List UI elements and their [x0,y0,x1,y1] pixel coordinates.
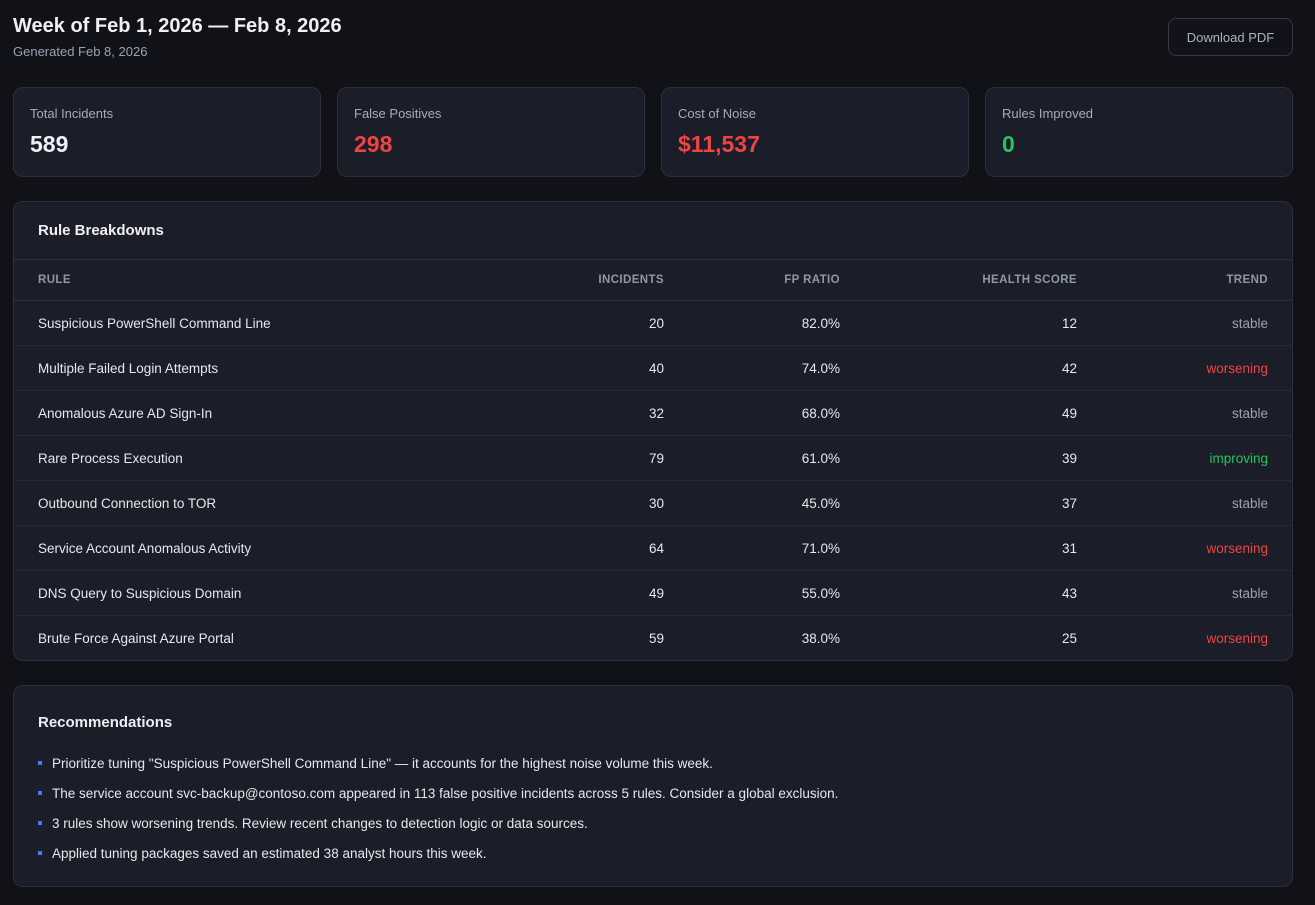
rule-name: Anomalous Azure AD Sign-In [38,405,213,421]
stat-label: Cost of Noise [678,106,757,121]
rule-name: DNS Query to Suspicious Domain [38,585,242,601]
recommendation-text: The service account svc-backup@contoso.c… [52,785,839,801]
fp-ratio: 45.0% [801,495,840,511]
rule-name: Multiple Failed Login Attempts [38,360,219,376]
health-score: 31 [1061,540,1077,556]
recommendations-list: Prioritize tuning "Suspicious PowerShell… [14,732,1292,868]
stat-label: Total Incidents [30,106,114,121]
incidents-count: 49 [648,585,664,601]
stat-value: 589 [30,131,69,157]
bullet-icon [38,821,42,825]
list-item: The service account svc-backup@contoso.c… [38,778,1268,808]
page-title: Week of Feb 1, 2026 — Feb 8, 2026 [13,15,342,37]
stat-value: $11,537 [678,131,760,157]
rule-name: Brute Force Against Azure Portal [38,630,234,646]
recommendation-text: 3 rules show worsening trends. Review re… [52,815,588,831]
column-header-incidents[interactable]: Incidents [598,274,664,286]
bullet-icon [38,851,42,855]
stat-value: 0 [1002,131,1015,157]
trend-status: worsening [1206,630,1268,646]
trend-status: stable [1231,495,1268,511]
trend-status: stable [1231,585,1268,601]
stat-card-total-incidents: Total Incidents 589 [13,87,321,177]
download-pdf-button[interactable]: Download PDF [1168,18,1293,56]
fp-ratio: 68.0% [801,405,840,421]
stat-card-rules-improved: Rules Improved 0 [985,87,1293,177]
health-score: 43 [1061,585,1077,601]
fp-ratio: 82.0% [801,315,840,331]
trend-status: stable [1231,315,1268,331]
stat-card-false-positives: False Positives 298 [337,87,645,177]
stat-value: 298 [354,131,393,157]
generated-date: Generated Feb 8, 2026 [13,44,148,59]
health-score: 12 [1061,315,1077,331]
section-title: Recommendations [38,714,173,731]
summary-stats: Total Incidents 589 False Positives 298 … [13,87,1293,177]
table-row[interactable]: Rare Process Execution 79 61.0% 39 impro… [14,436,1292,481]
list-item: Prioritize tuning "Suspicious PowerShell… [38,748,1268,778]
table-row[interactable]: Service Account Anomalous Activity 64 71… [14,526,1292,571]
rules-table: Rule Incidents FP Ratio Health Score Tre… [14,259,1292,661]
rule-name: Rare Process Execution [38,450,183,466]
incidents-count: 64 [648,540,664,556]
section-title: Rule Breakdowns [38,222,164,239]
fp-ratio: 61.0% [801,450,840,466]
table-row[interactable]: DNS Query to Suspicious Domain 49 55.0% … [14,571,1292,616]
fp-ratio: 74.0% [801,360,840,376]
incidents-count: 30 [648,495,664,511]
health-score: 42 [1061,360,1077,376]
recommendation-text: Prioritize tuning "Suspicious PowerShell… [52,755,713,771]
trend-status: worsening [1206,360,1268,376]
table-row[interactable]: Anomalous Azure AD Sign-In 32 68.0% 49 s… [14,391,1292,436]
incidents-count: 40 [648,360,664,376]
fp-ratio: 55.0% [801,585,840,601]
rule-name: Service Account Anomalous Activity [38,540,252,556]
column-header-fp-ratio[interactable]: FP Ratio [784,274,840,286]
recommendation-text: Applied tuning packages saved an estimat… [52,845,487,861]
incidents-count: 32 [648,405,664,421]
health-score: 39 [1061,450,1077,466]
table-row[interactable]: Suspicious PowerShell Command Line 20 82… [14,301,1292,346]
stat-label: Rules Improved [1002,106,1094,121]
bullet-icon [38,761,42,765]
fp-ratio: 71.0% [801,540,840,556]
list-item: 3 rules show worsening trends. Review re… [38,808,1268,838]
recommendations-panel: Recommendations Prioritize tuning "Suspi… [13,685,1293,887]
rule-breakdowns-panel: Rule Breakdowns Rule Incidents FP Ratio … [13,201,1293,661]
incidents-count: 59 [648,630,664,646]
table-row[interactable]: Multiple Failed Login Attempts 40 74.0% … [14,346,1292,391]
column-header-rule[interactable]: Rule [38,274,71,286]
trend-status: worsening [1206,540,1268,556]
incidents-count: 79 [648,450,664,466]
fp-ratio: 38.0% [801,630,840,646]
column-header-health-score[interactable]: Health Score [982,274,1077,286]
table-header-row: Rule Incidents FP Ratio Health Score Tre… [14,259,1292,301]
stat-card-cost-of-noise: Cost of Noise $11,537 [661,87,969,177]
trend-status: stable [1231,405,1268,421]
stat-label: False Positives [354,106,442,121]
health-score: 49 [1061,405,1077,421]
list-item: Applied tuning packages saved an estimat… [38,838,1268,868]
column-header-trend[interactable]: Trend [1226,274,1268,286]
bullet-icon [38,791,42,795]
table-row[interactable]: Brute Force Against Azure Portal 59 38.0… [14,616,1292,661]
incidents-count: 20 [648,315,664,331]
health-score: 37 [1061,495,1077,511]
rule-name: Outbound Connection to TOR [38,495,217,511]
rule-name: Suspicious PowerShell Command Line [38,315,271,331]
table-row[interactable]: Outbound Connection to TOR 30 45.0% 37 s… [14,481,1292,526]
health-score: 25 [1061,630,1077,646]
report-header: Week of Feb 1, 2026 — Feb 8, 2026 Genera… [13,14,1293,74]
trend-status: improving [1209,450,1268,466]
